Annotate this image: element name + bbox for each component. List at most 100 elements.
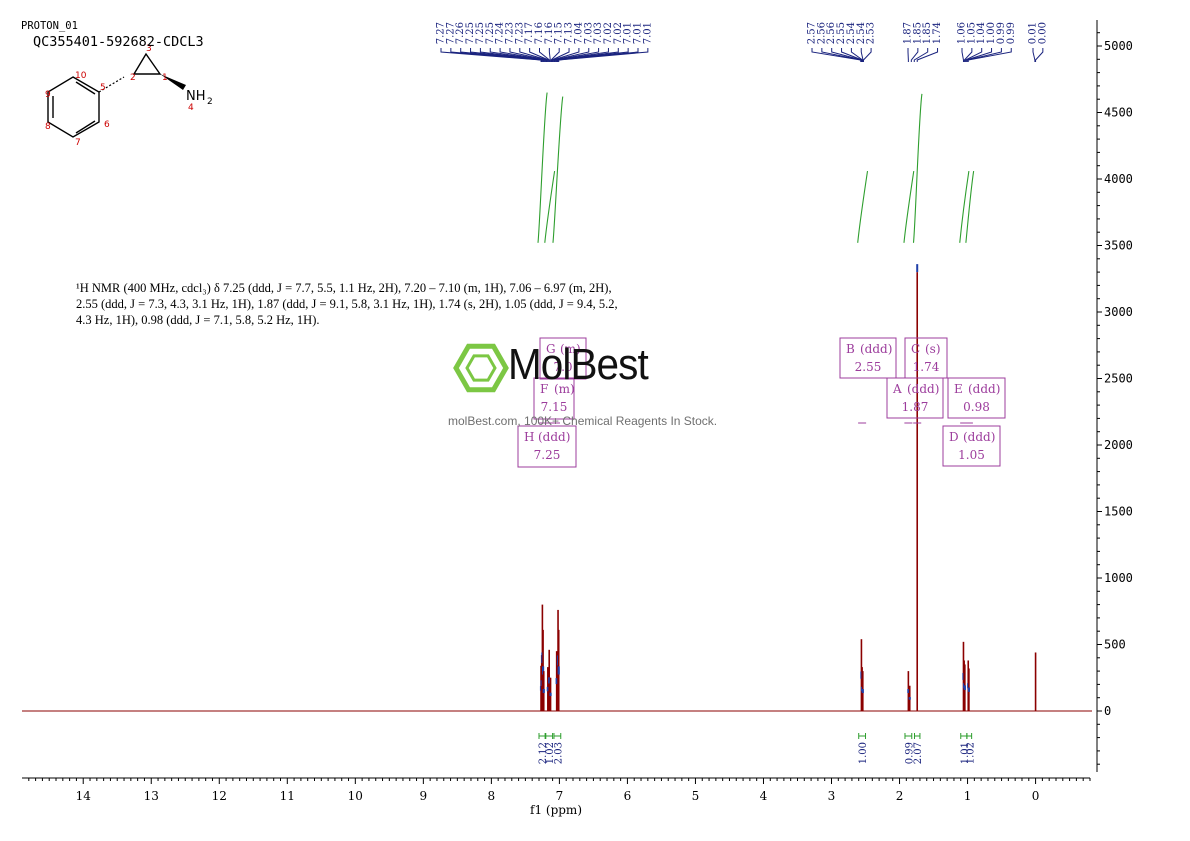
peak-label-connector <box>913 48 929 62</box>
peak-label-connector <box>499 48 547 62</box>
peak-label: 2.56 <box>816 22 827 44</box>
peak-label: 7.27 <box>445 22 456 44</box>
watermark-hexagon-icon <box>453 343 509 393</box>
peak-label: 7.25 <box>465 22 476 44</box>
integral-value: 2.07 <box>913 742 924 764</box>
peak-label: 7.03 <box>593 22 604 44</box>
peak-label-connector <box>555 48 619 62</box>
x-tick-label: 2 <box>896 789 904 803</box>
peak-label-connector <box>554 48 600 62</box>
peak-label: 0.01 <box>1028 22 1039 44</box>
peak-label: 7.01 <box>633 22 644 44</box>
multiplet-type: (ddd) <box>968 382 1000 396</box>
peak-label: 7.04 <box>573 22 584 44</box>
peak-label: 7.01 <box>623 22 634 44</box>
multiplet-box <box>517 425 577 468</box>
peak-label-connector <box>910 48 919 62</box>
multiplet-letter: C <box>911 342 920 356</box>
y-tick-label: 0 <box>1104 704 1111 718</box>
peak-label: 7.02 <box>603 22 614 44</box>
multiplet-type: (ddd) <box>860 342 892 356</box>
peak-label-connector <box>479 48 545 62</box>
peak-label-connector <box>460 48 544 62</box>
integral-curve <box>965 170 975 243</box>
peak-label: 7.23 <box>514 22 525 44</box>
peak-label: 1.05 <box>966 22 977 44</box>
multiplet-shift: 7.0 <box>553 360 572 374</box>
peak-label: 1.74 <box>932 22 943 44</box>
peak-label-connector <box>529 48 550 62</box>
peak-label-connector <box>509 48 548 62</box>
multiplet-type: (ddd) <box>963 430 995 444</box>
y-tick-label: 3500 <box>1104 239 1133 253</box>
y-tick-label: 1500 <box>1104 505 1133 519</box>
nmr-summary-text: ¹H NMR (400 MHz, cdcl₃) δ 7.25 (ddd, J =… <box>76 281 618 327</box>
integral-curve <box>912 93 923 243</box>
watermark-logo-text: MolBest <box>508 340 649 389</box>
peak-label: 1.85 <box>912 22 923 44</box>
peak-label-connector <box>556 48 629 62</box>
peak-label-connector <box>916 48 939 62</box>
x-tick-label: 13 <box>144 789 159 803</box>
integral-value: 1.01 <box>960 742 971 764</box>
integral-curve <box>537 92 548 243</box>
atom-number-label: 7 <box>75 138 81 148</box>
x-tick-label: 8 <box>488 789 496 803</box>
atom-number-label: 5 <box>100 83 106 93</box>
multiplet-type: (s) <box>925 342 941 356</box>
multiplet-letter: F <box>540 382 548 396</box>
multiplet-shift: 1.74 <box>913 360 940 374</box>
x-tick-label: 9 <box>420 789 428 803</box>
multiplet-letter: A <box>892 382 902 396</box>
x-tick-label: 12 <box>212 789 227 803</box>
multiplet-letter: H <box>524 430 534 444</box>
multiplet-shift: 2.55 <box>855 360 882 374</box>
y-tick-label: 500 <box>1104 638 1126 652</box>
integral-value: 0.99 <box>904 742 915 764</box>
peak-label: 1.85 <box>922 22 933 44</box>
ring-double-bond <box>75 81 96 95</box>
cyclopropane-ring <box>132 52 162 75</box>
y-tick-label: 1000 <box>1104 571 1133 585</box>
wedge-bond <box>160 74 186 90</box>
x-tick-label: 5 <box>692 789 700 803</box>
y-tick-label: 2000 <box>1104 438 1133 452</box>
peak-label: 7.01 <box>642 22 653 44</box>
multiplet-shift: 1.87 <box>902 400 929 414</box>
watermark-tagline: molBest.com, 100K+ Chemical Reagents In … <box>448 414 718 428</box>
peak-label: 7.26 <box>455 22 466 44</box>
peak-label-connector <box>965 48 993 62</box>
peak-label: 7.15 <box>554 22 565 44</box>
multiplet-box <box>886 377 944 419</box>
x-axis-label: f1 (ppm) <box>530 803 582 817</box>
multiplet-letter: D <box>949 430 959 444</box>
multiplet-letter: G <box>546 342 556 356</box>
peak-label-connector <box>470 48 545 62</box>
peak-label-connector <box>964 48 983 62</box>
peak-label-connector <box>967 48 1012 62</box>
x-tick-label: 3 <box>828 789 836 803</box>
peak-label: 7.24 <box>495 22 506 44</box>
multiplet-shift: 1.05 <box>958 448 985 462</box>
peak-label: 1.06 <box>957 22 968 44</box>
atom-number-label: 4 <box>188 103 194 113</box>
peak-label: 0.00 <box>1037 22 1048 44</box>
x-tick-label: 0 <box>1032 789 1040 803</box>
y-tick-label: 4500 <box>1104 106 1133 120</box>
hashed-bond <box>98 76 125 93</box>
y-tick-label: 4000 <box>1104 172 1133 186</box>
integral-curve <box>959 170 970 243</box>
peak-label-connector <box>963 48 973 62</box>
integral-value: 1.02 <box>965 742 976 764</box>
peak-label-connector <box>548 48 551 62</box>
peak-label-connector <box>552 48 580 62</box>
benzene-ring <box>47 76 100 138</box>
peak-label-connector <box>519 48 549 62</box>
multiplet-type: (m) <box>554 382 575 396</box>
sample-id: QC355401-592682-CDCL3 <box>33 34 204 50</box>
x-tick-label: 4 <box>760 789 768 803</box>
x-tick-label: 11 <box>280 789 295 803</box>
peak-label: 0.99 <box>1006 22 1017 44</box>
